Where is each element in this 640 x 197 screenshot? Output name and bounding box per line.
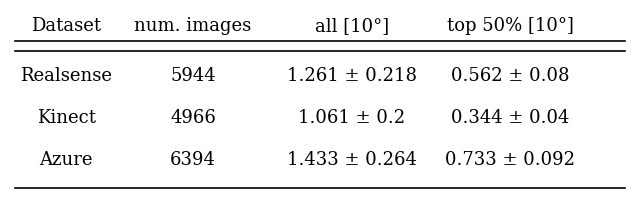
Text: all [10°]: all [10°]: [315, 17, 388, 35]
Text: 1.261 ± 0.218: 1.261 ± 0.218: [287, 67, 417, 85]
Text: 5944: 5944: [170, 67, 216, 85]
Text: top 50% [10°]: top 50% [10°]: [447, 17, 574, 35]
Text: 6394: 6394: [170, 151, 216, 169]
Text: 1.061 ± 0.2: 1.061 ± 0.2: [298, 109, 405, 127]
Text: Azure: Azure: [40, 151, 93, 169]
Text: 0.733 ± 0.092: 0.733 ± 0.092: [445, 151, 575, 169]
Text: num. images: num. images: [134, 17, 252, 35]
Text: 0.562 ± 0.08: 0.562 ± 0.08: [451, 67, 570, 85]
Text: Kinect: Kinect: [36, 109, 96, 127]
Text: 4966: 4966: [170, 109, 216, 127]
Text: 0.344 ± 0.04: 0.344 ± 0.04: [451, 109, 570, 127]
Text: Realsense: Realsense: [20, 67, 112, 85]
Text: Dataset: Dataset: [31, 17, 101, 35]
Text: 1.433 ± 0.264: 1.433 ± 0.264: [287, 151, 417, 169]
